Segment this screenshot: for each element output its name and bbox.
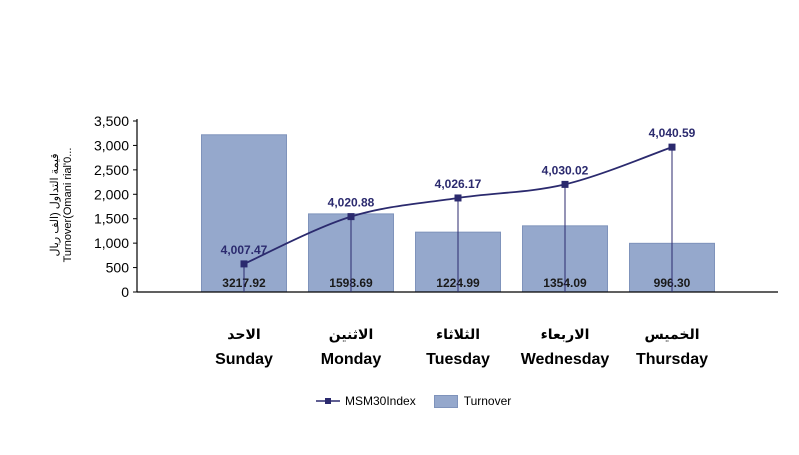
legend-item-msm30index: MSM30Index [316, 394, 416, 408]
line-point-1 [347, 213, 355, 221]
legend-bar-swatch-icon [433, 394, 458, 408]
legend-line-marker-icon [316, 398, 340, 404]
y-tick-label-1: 500 [106, 260, 130, 276]
x-tick-label-en-4: Thursday [636, 351, 708, 368]
y-axis-title: قيمة التداول (الف ريال Turnover(Omani ri… [42, 120, 82, 290]
y-tick-label-4: 2,000 [94, 186, 129, 202]
x-tick-label-en-3: Wednesday [521, 351, 610, 368]
x-tick-label-en-1: Monday [321, 351, 382, 368]
line-point-0 [240, 260, 248, 268]
y-axis-title-arabic: قيمة التداول (الف ريال [49, 153, 61, 257]
line-value-label-2: 4,026.17 [435, 177, 482, 191]
y-tick-label-3: 1,500 [94, 211, 129, 227]
y-tick-label-2: 1,000 [94, 235, 129, 251]
legend-item-turnover: Turnover [433, 394, 512, 408]
x-tick-label-en-0: Sunday [215, 351, 273, 368]
x-tick-label-en-2: Tuesday [426, 351, 490, 368]
x-tick-label-ar-4: الخميس [644, 327, 699, 343]
y-tick-label-7: 3,500 [94, 113, 129, 129]
y-axis-title-english: Turnover(Omani rial'0... [62, 147, 74, 263]
line-point-4 [668, 143, 676, 151]
y-tick-label-5: 2,500 [94, 162, 129, 178]
line-value-label-1: 4,020.88 [328, 196, 375, 210]
x-tick-label-ar-0: الاحد [227, 327, 260, 343]
legend: MSM30Index Turnover [316, 392, 529, 410]
x-tick-label-ar-2: الثلاثاء [436, 327, 480, 343]
line-value-label-3: 4,030.02 [542, 163, 589, 177]
line-value-label-4: 4,040.59 [649, 126, 696, 140]
x-tick-label-ar-1: الاثنين [329, 327, 374, 343]
line-value-label-0: 4,007.47 [221, 243, 268, 257]
y-tick-label-0: 0 [121, 284, 129, 300]
legend-label-msm30index: MSM30Index [345, 394, 416, 408]
line-point-3 [561, 180, 569, 188]
y-tick-label-6: 3,000 [94, 137, 129, 153]
x-tick-label-ar-3: الاربعاء [541, 327, 590, 343]
legend-label-turnover: Turnover [463, 394, 512, 408]
line-point-2 [454, 194, 462, 202]
